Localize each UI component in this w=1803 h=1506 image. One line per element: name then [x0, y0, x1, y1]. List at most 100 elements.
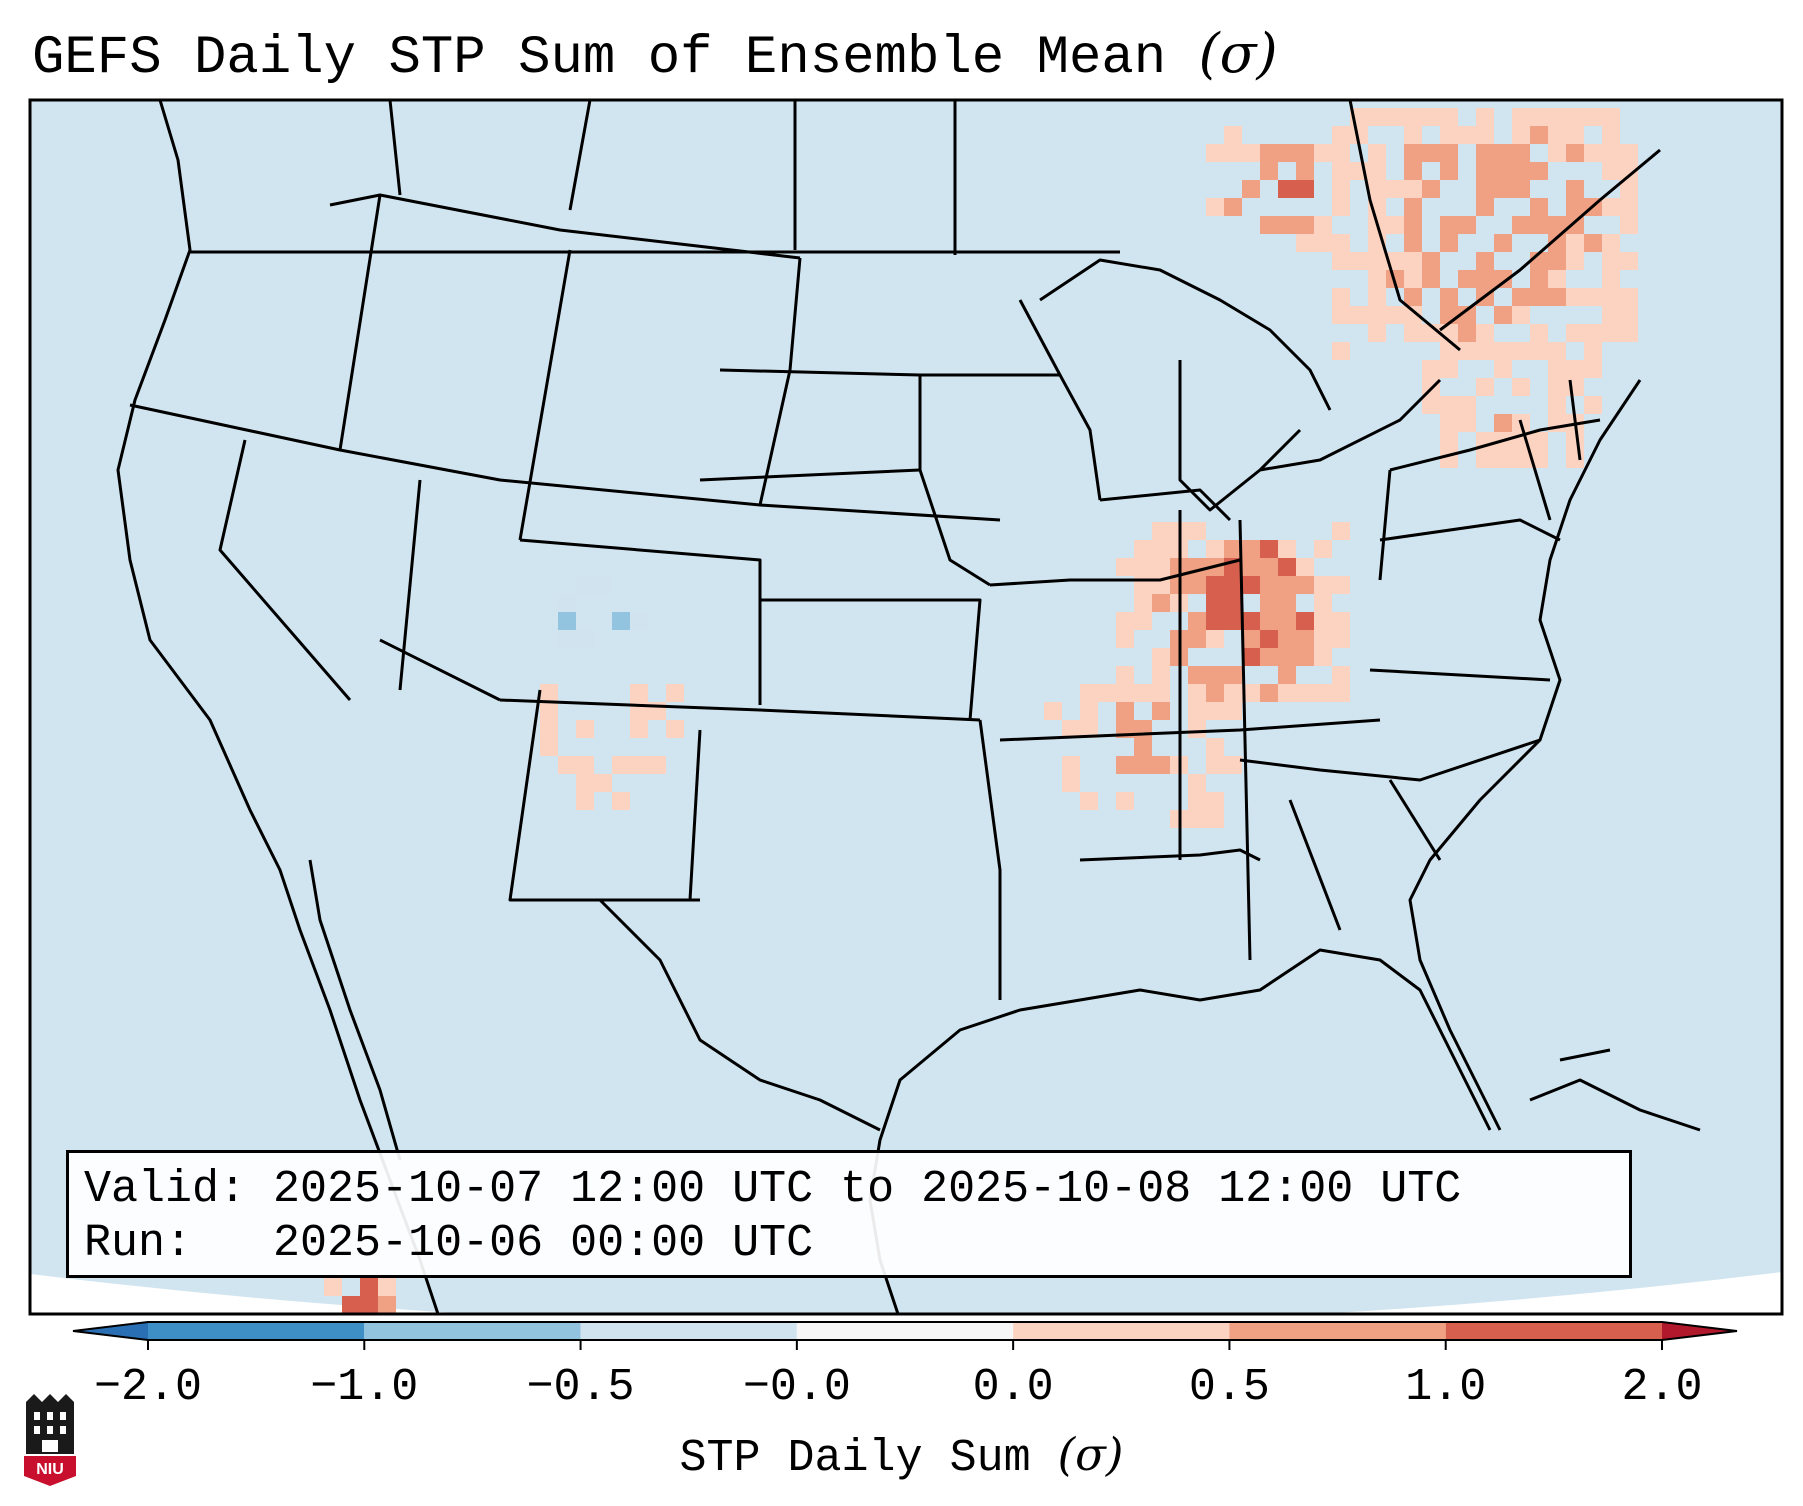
stp-cell — [1566, 216, 1584, 234]
stp-cell — [1278, 540, 1296, 558]
stp-cell — [1422, 252, 1440, 270]
stp-cell — [594, 576, 612, 594]
stp-cell — [1548, 108, 1566, 126]
stp-cell — [1620, 216, 1638, 234]
stp-cell — [648, 756, 666, 774]
stp-cell — [1224, 594, 1242, 612]
colorbar-segment — [580, 1322, 797, 1340]
stp-cell — [1188, 702, 1206, 720]
stp-cell — [1368, 324, 1386, 342]
stp-cell — [1224, 666, 1242, 684]
stp-cell — [1404, 108, 1422, 126]
stp-cell — [1512, 288, 1530, 306]
stp-cell — [1494, 360, 1512, 378]
stp-cell — [1314, 648, 1332, 666]
stp-cell — [1260, 594, 1278, 612]
stp-cell — [1080, 792, 1098, 810]
stp-cell — [1620, 162, 1638, 180]
stp-cell — [1188, 810, 1206, 828]
stp-cell — [1584, 144, 1602, 162]
colorbar-over-triangle — [1662, 1322, 1737, 1340]
stp-cell — [1242, 558, 1260, 576]
stp-cell — [1332, 198, 1350, 216]
stp-cell — [1314, 594, 1332, 612]
stp-cell — [1332, 522, 1350, 540]
stp-cell — [1602, 198, 1620, 216]
valid-label: Valid: — [84, 1164, 247, 1215]
stp-cell — [1584, 234, 1602, 252]
stp-cell — [1566, 252, 1584, 270]
stp-cell — [1224, 612, 1242, 630]
stp-cell — [1206, 540, 1224, 558]
stp-cell — [1188, 630, 1206, 648]
stp-cell — [1404, 234, 1422, 252]
stp-cell — [1206, 738, 1224, 756]
stp-cell — [324, 1278, 342, 1296]
stp-cell — [1422, 360, 1440, 378]
colorbar-tick-label: −0.0 — [742, 1362, 851, 1413]
stp-cell — [1422, 144, 1440, 162]
stp-cell — [558, 612, 576, 630]
stp-cell — [1368, 144, 1386, 162]
stp-cell — [1296, 576, 1314, 594]
stp-cell — [1044, 702, 1062, 720]
stp-cell — [1224, 540, 1242, 558]
stp-cell — [1368, 180, 1386, 198]
stp-cell — [360, 1296, 378, 1314]
stp-cell — [594, 774, 612, 792]
stp-cell — [1188, 522, 1206, 540]
stp-cell — [1404, 270, 1422, 288]
stp-cell — [1548, 270, 1566, 288]
stp-cell — [1620, 306, 1638, 324]
stp-cell — [1530, 342, 1548, 360]
stp-cell — [1278, 594, 1296, 612]
stp-cell — [540, 684, 558, 702]
stp-cell — [1566, 432, 1584, 450]
stp-cell — [1368, 306, 1386, 324]
stp-cell — [1206, 666, 1224, 684]
stp-cell — [1332, 252, 1350, 270]
stp-cell — [1188, 774, 1206, 792]
stp-cell — [1134, 558, 1152, 576]
stp-cell — [1278, 630, 1296, 648]
stp-cell — [630, 684, 648, 702]
colorbar-tick-label: 0.5 — [1188, 1362, 1270, 1413]
stp-cell — [1332, 666, 1350, 684]
stp-cell — [1602, 108, 1620, 126]
stp-cell — [1260, 576, 1278, 594]
stp-cell — [1278, 144, 1296, 162]
stp-cell — [1260, 630, 1278, 648]
stp-cell — [1314, 630, 1332, 648]
stp-cell — [1386, 216, 1404, 234]
stp-cell — [1116, 558, 1134, 576]
stp-cell — [1476, 324, 1494, 342]
stp-cell — [1494, 342, 1512, 360]
stp-cell — [1530, 108, 1548, 126]
stp-cell — [1278, 576, 1296, 594]
projection-edge — [30, 1272, 1782, 1314]
colorbar-label: STP Daily Sum (σ) — [679, 1428, 1124, 1484]
stp-cell — [612, 612, 630, 630]
stp-cell — [1296, 612, 1314, 630]
stp-cell — [1314, 612, 1332, 630]
stp-cell — [1584, 360, 1602, 378]
stp-cell — [1512, 180, 1530, 198]
stp-cell — [1440, 360, 1458, 378]
stp-cell — [1602, 270, 1620, 288]
stp-cell — [1476, 108, 1494, 126]
stp-cell — [1512, 162, 1530, 180]
stp-cell — [1548, 216, 1566, 234]
colorbar-tick-label: −0.5 — [526, 1362, 635, 1413]
stp-cell — [558, 756, 576, 774]
map-frame — [28, 98, 1784, 1316]
stp-cell — [378, 1296, 396, 1314]
stp-cell — [1332, 684, 1350, 702]
stp-cell — [1350, 252, 1368, 270]
stp-cell — [1224, 702, 1242, 720]
stp-cell — [630, 612, 648, 630]
stp-cell — [1458, 270, 1476, 288]
stp-cell — [1278, 612, 1296, 630]
stp-cell — [1440, 234, 1458, 252]
sigma-symbol: (σ) — [1057, 1428, 1124, 1481]
stp-cell — [1494, 306, 1512, 324]
